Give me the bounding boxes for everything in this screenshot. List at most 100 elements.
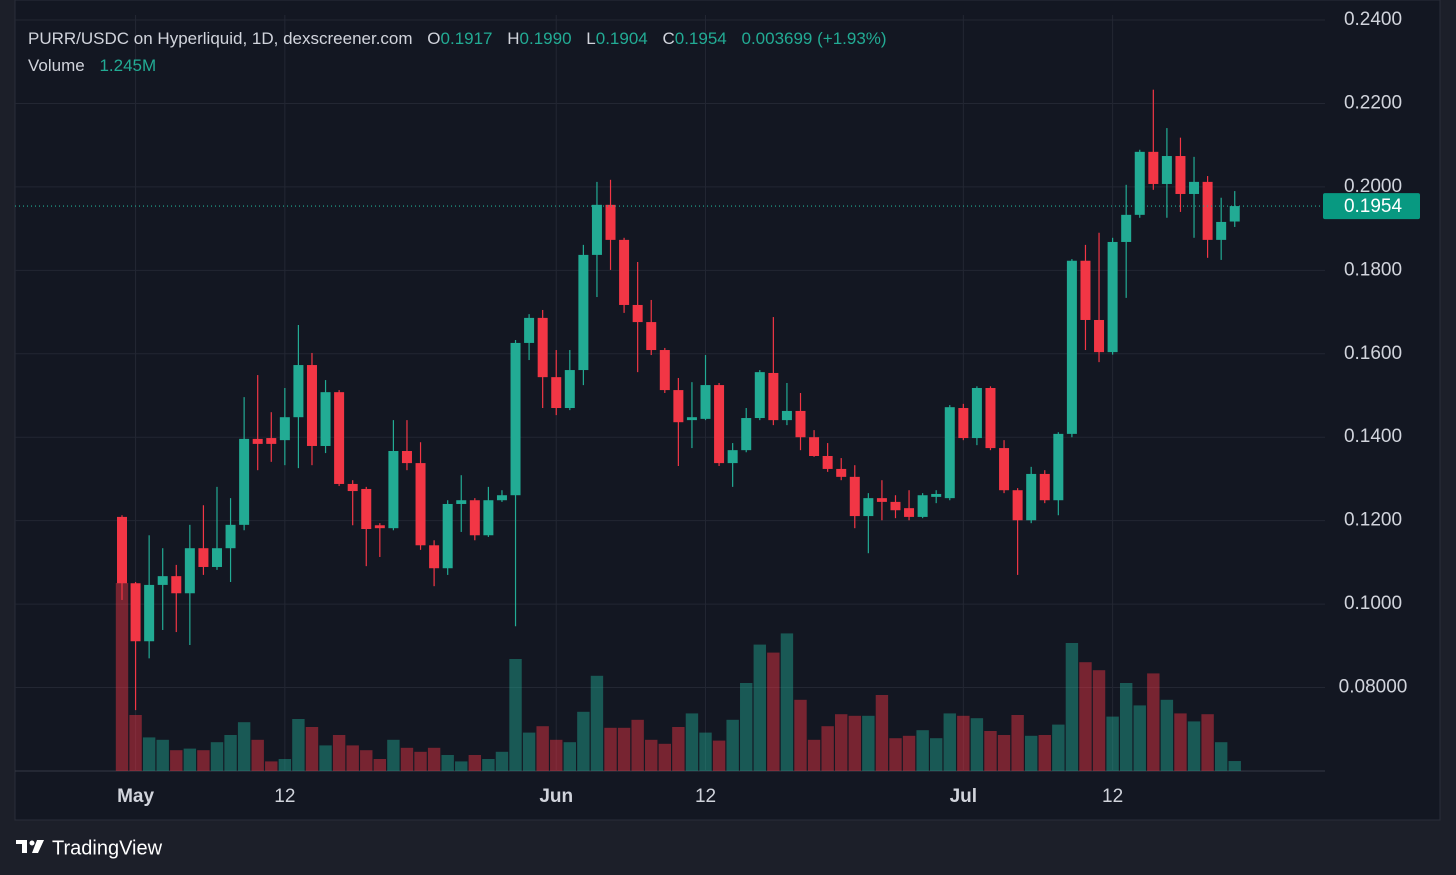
candle-body: [863, 498, 874, 517]
time-tick-label: 12: [1102, 786, 1123, 807]
symbol-title: PURR/USDC on Hyperliquid, 1D, dexscreene…: [28, 29, 413, 48]
candle-body: [266, 438, 277, 444]
volume-bar: [577, 711, 590, 771]
candle-body: [564, 370, 575, 409]
volume-bar: [400, 747, 414, 771]
candle-body: [836, 468, 847, 477]
candle-body: [1216, 221, 1227, 240]
candle-body: [822, 456, 833, 469]
volume-bar: [794, 699, 807, 771]
volume-bar: [1038, 735, 1051, 771]
volume-bar: [536, 726, 549, 771]
candle-body: [347, 483, 358, 492]
candle-body: [1175, 156, 1186, 194]
candle-body: [917, 495, 928, 517]
candle-body: [144, 584, 155, 642]
candle-body: [388, 450, 399, 529]
candle-body: [985, 387, 996, 449]
candle-body: [1148, 151, 1159, 184]
candle-body: [524, 317, 535, 343]
legend-line: PURR/USDC on Hyperliquid, 1D, dexscreene…: [28, 29, 887, 49]
time-tick-label: Jun: [539, 786, 573, 807]
candle-body: [496, 495, 507, 501]
volume-bar: [875, 695, 889, 771]
candle-body: [673, 390, 684, 423]
candle-body: [1121, 214, 1132, 242]
volume-bar: [224, 735, 237, 771]
price-tick-label: 0.1600: [1344, 343, 1402, 364]
time-tick-label: 12: [695, 786, 716, 807]
candle-body: [401, 450, 412, 464]
volume-bar: [780, 633, 794, 771]
volume-bar: [427, 747, 441, 771]
time-tick-label: Jul: [950, 786, 977, 807]
volume-bar: [957, 715, 970, 771]
candle-body: [157, 576, 168, 585]
candle-body: [279, 417, 290, 441]
volume-value: 1.245M: [99, 56, 157, 75]
price-tick-label: 0.1400: [1344, 426, 1402, 447]
volume-bar: [997, 735, 1011, 771]
candle-body: [971, 387, 982, 439]
candle-body: [293, 365, 304, 418]
candle-body: [469, 500, 480, 536]
candle-body: [483, 500, 494, 536]
volume-bar: [753, 644, 766, 771]
candle-body: [361, 488, 372, 530]
price-tick-label: 0.1800: [1344, 259, 1402, 280]
volume-bar: [862, 715, 875, 771]
volume-bar: [1133, 705, 1146, 771]
price-tick-label: 0.2000: [1344, 176, 1402, 197]
volume-bar: [1079, 662, 1092, 771]
volume-bar: [1174, 713, 1187, 771]
brand-logo: [16, 840, 44, 853]
volume-bar: [441, 755, 454, 771]
candle-body: [1229, 206, 1240, 222]
volume-bar: [115, 583, 129, 771]
candle-body: [849, 476, 860, 517]
candle-body: [537, 317, 548, 378]
volume-bar: [305, 727, 319, 771]
candle-body: [1066, 260, 1077, 434]
candle-body: [1134, 151, 1145, 215]
candle-body: [876, 498, 887, 502]
candle-body: [198, 548, 209, 567]
volume-bar: [495, 751, 509, 771]
volume-bar: [346, 745, 359, 771]
ohlc-label: L: [586, 29, 596, 48]
volume-bar: [1106, 716, 1119, 771]
candle-body: [1161, 156, 1172, 184]
volume-bar: [509, 659, 522, 771]
volume-bar: [129, 715, 142, 771]
candle-body: [320, 392, 331, 446]
volume-bar: [482, 759, 495, 771]
volume-bar: [902, 735, 916, 771]
volume-bar: [984, 731, 997, 771]
volume-bar: [468, 755, 482, 771]
candle-body: [211, 548, 222, 567]
candle-body: [239, 438, 250, 525]
ohlc-label: H: [507, 29, 520, 48]
candle-body: [931, 493, 942, 497]
candle-body: [306, 365, 317, 446]
candle-body: [1012, 490, 1023, 521]
candle-body: [904, 508, 915, 517]
candle-body: [1107, 241, 1118, 353]
candle-body: [171, 576, 182, 594]
brand-name: TradingView: [52, 837, 163, 859]
candle-body: [1189, 181, 1200, 194]
ohlc-label: O: [427, 29, 441, 48]
volume-bar: [1187, 721, 1201, 771]
price-tick-label: 0.1000: [1344, 593, 1402, 614]
candle-body: [456, 500, 467, 504]
volume-bar: [604, 727, 617, 771]
ohlc-value: 0.1904: [595, 29, 648, 48]
candle-body: [809, 437, 820, 456]
candle-body: [714, 385, 725, 464]
candle-body: [632, 304, 643, 323]
candle-body: [117, 516, 127, 584]
volume-legend: Volume 1.245M: [28, 56, 156, 76]
candle-body: [795, 410, 806, 438]
volume-bar: [1214, 742, 1228, 771]
